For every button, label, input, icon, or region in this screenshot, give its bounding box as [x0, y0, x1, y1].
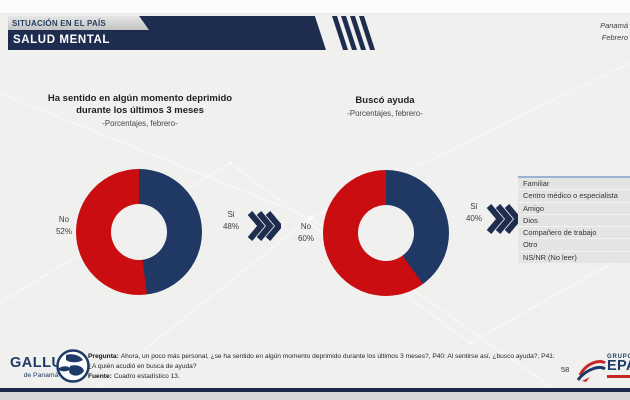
right-donut-no-label: No 60% — [297, 222, 314, 243]
donut-hole — [358, 205, 414, 261]
list-item: Amigo — [518, 203, 630, 215]
donut-chart-busco-ayuda — [323, 170, 449, 296]
list-item: Dios — [518, 215, 630, 228]
donut-hole — [111, 204, 167, 260]
meta-country: Panamá — [600, 21, 628, 30]
pregunta-label: Pregunta: — [88, 353, 119, 360]
donut-chart-deprimido — [76, 169, 202, 295]
help-sources-list: Familiar Centro médico o especialista Am… — [518, 176, 630, 264]
epasa-logo-text: GRUPO EPASA — [607, 354, 630, 378]
section-kicker: SITUACIÓN EN EL PAÍS — [12, 18, 106, 28]
fuente-text: Cuadro estadístico 13. — [113, 372, 180, 380]
footnote: Pregunta: Ahora, un poco más personal, ¿s… — [88, 352, 560, 382]
meta-month: Febrero — [601, 32, 628, 42]
right-chart-title-line: Buscó ayuda — [355, 95, 415, 106]
bottom-margin-strip — [0, 392, 630, 400]
left-donut-si-label: Si 48% — [222, 210, 239, 231]
bottom-navy-bar — [0, 388, 630, 392]
right-chart-subtitle: -Porcentajes, febrero- — [347, 108, 423, 118]
fuente-line: Fuente: Cuadro estadístico 13. — [88, 372, 560, 382]
list-item: Centro médico o especialista — [518, 190, 630, 203]
triple-chevron-right-icon — [247, 211, 281, 241]
triple-chevron-right-icon — [486, 204, 520, 234]
list-item: Compañero de trabajo — [518, 227, 630, 240]
left-donut-no-label: No 52% — [55, 215, 72, 236]
gallup-logo-subtext: de Panamá — [23, 371, 59, 379]
epasa-red-bar — [607, 374, 630, 378]
left-chart-title-line2: durante los últimos 3 meses — [76, 104, 204, 116]
pregunta-line: Pregunta: Ahora, un poco más personal, ¿s… — [88, 352, 560, 372]
list-item: Otro — [518, 239, 630, 252]
epasa-logo: GRUPO EPASA — [576, 354, 630, 384]
slide-meta: Panamá Febrero — [600, 20, 628, 43]
epasa-name-text: EPASA — [607, 358, 630, 374]
left-chart-title-line1: Ha sentido en algún momento deprimido — [47, 93, 233, 104]
top-margin-strip — [0, 0, 630, 14]
right-donut-si-label: Sí 40% — [465, 202, 482, 223]
pregunta-text: Ahora, un poco más personal, ¿se ha sent… — [88, 353, 555, 370]
left-chart-subtitle: -Porcentajes, febrero- — [102, 118, 178, 128]
epasa-grupo-text: GRUPO — [607, 354, 630, 360]
page-title: SALUD MENTAL — [13, 34, 111, 46]
header-kicker-band: SITUACIÓN EN EL PAÍS — [8, 16, 149, 30]
page-number: 58 — [561, 365, 570, 374]
epasa-swoosh-icon — [576, 360, 606, 382]
list-item: Familiar — [518, 178, 630, 191]
list-item: NS/NR (No leer) — [523, 252, 577, 262]
globe-icon — [56, 349, 90, 383]
left-chart-title: Ha sentido en algún momento deprimido du… — [28, 93, 252, 128]
fuente-label: Fuente: — [88, 372, 112, 380]
right-chart-title: Buscó ayuda -Porcentajes, febrero- — [300, 95, 470, 118]
